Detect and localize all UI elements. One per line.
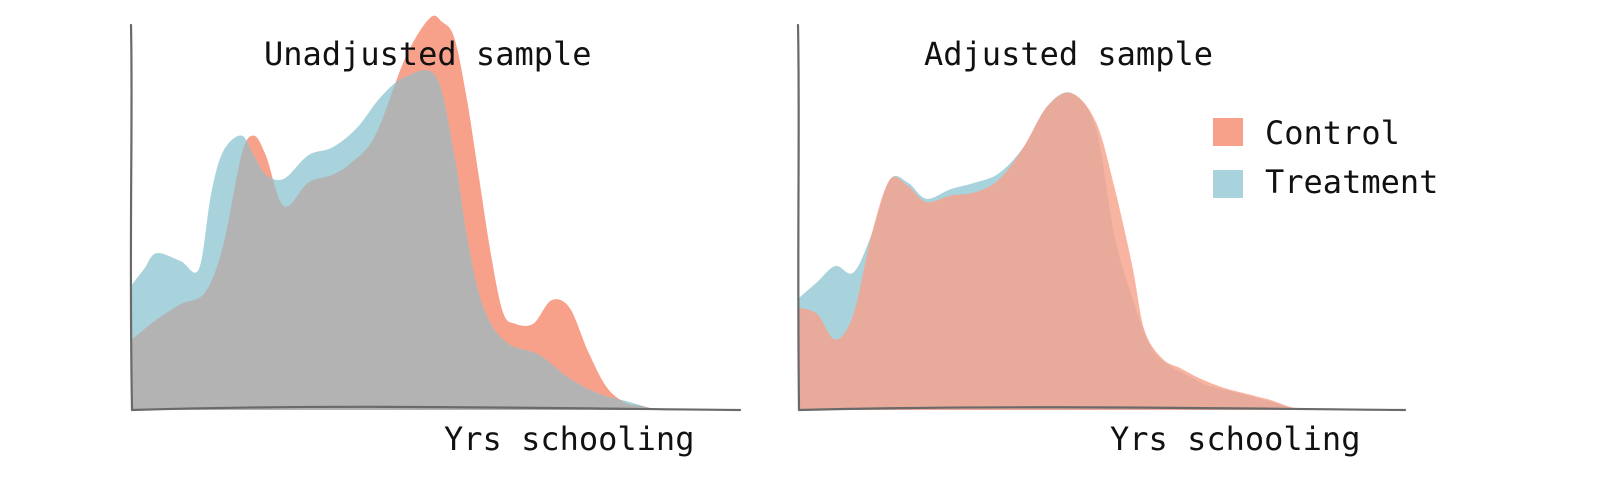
unadjusted-panel: Unadjusted sample Yrs schooling (129, 15, 742, 458)
unadjusted-overlap-area (132, 70, 655, 410)
unadjusted-title: Unadjusted sample (264, 35, 592, 73)
legend-swatch-treatment (1213, 170, 1243, 198)
unadjusted-x-axis-label: Yrs schooling (444, 420, 694, 458)
adjusted-x-axis-label: Yrs schooling (1110, 420, 1360, 458)
legend-label-control: Control (1265, 114, 1400, 152)
legend-swatch-control (1213, 118, 1243, 146)
adjusted-areas (799, 92, 1308, 411)
adjusted-x-axis (797, 406, 1407, 412)
unadjusted-x-axis (130, 405, 742, 412)
legend: Control Treatment (1213, 114, 1438, 201)
unadjusted-y-axis (129, 23, 134, 412)
adjusted-panel: Adjusted sample Yrs schooling Control Tr… (796, 23, 1438, 458)
adjusted-title: Adjusted sample (924, 35, 1213, 73)
unadjusted-areas (132, 15, 680, 411)
adjusted-control-area (799, 92, 1308, 410)
adjusted-y-axis (796, 23, 801, 412)
legend-label-treatment: Treatment (1265, 163, 1438, 201)
